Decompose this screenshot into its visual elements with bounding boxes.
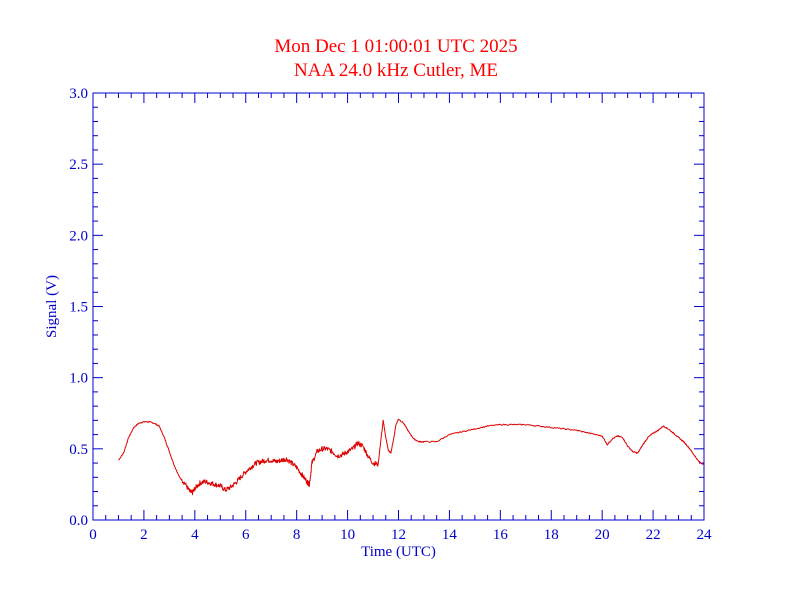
x-tick-label: 6 <box>242 527 250 543</box>
x-tick-label: 0 <box>89 527 97 543</box>
y-tick-label: 1.0 <box>69 371 88 387</box>
x-tick-label: 22 <box>646 527 661 543</box>
y-tick-label: 0.0 <box>69 513 88 529</box>
chart-title: Mon Dec 1 01:00:01 UTC 2025 <box>274 36 518 57</box>
x-tick-label: 18 <box>544 527 559 543</box>
x-tick-label: 10 <box>340 527 355 543</box>
axis-ticks: 0 2 4 6 8 10 12 14 16 18 20 22 240.00.51.01.52.02.53… <box>69 86 712 543</box>
y-axis-label: Signal (V) <box>44 275 60 338</box>
y-tick-label: 1.5 <box>69 300 88 316</box>
x-tick-label: 12 <box>391 527 406 543</box>
x-tick-label: 4 <box>191 527 199 543</box>
y-tick-label: 2.5 <box>69 157 88 173</box>
y-tick-label: 0.5 <box>69 442 88 458</box>
y-tick-label: 3.0 <box>69 86 88 102</box>
x-tick-label: 20 <box>595 527 610 543</box>
x-tick-label: 14 <box>442 527 458 543</box>
x-tick-label: 8 <box>293 527 301 543</box>
chart-subtitle: NAA 24.0 kHz Cutler, ME <box>294 60 498 81</box>
signal-series-line <box>118 418 705 496</box>
x-tick-label: 24 <box>697 527 713 543</box>
x-tick-label: 16 <box>493 527 509 543</box>
plot-frame <box>92 92 705 521</box>
x-tick-label: 2 <box>140 527 148 543</box>
x-axis-label: Time (UTC) <box>361 544 436 560</box>
y-tick-label: 2.0 <box>69 228 88 244</box>
